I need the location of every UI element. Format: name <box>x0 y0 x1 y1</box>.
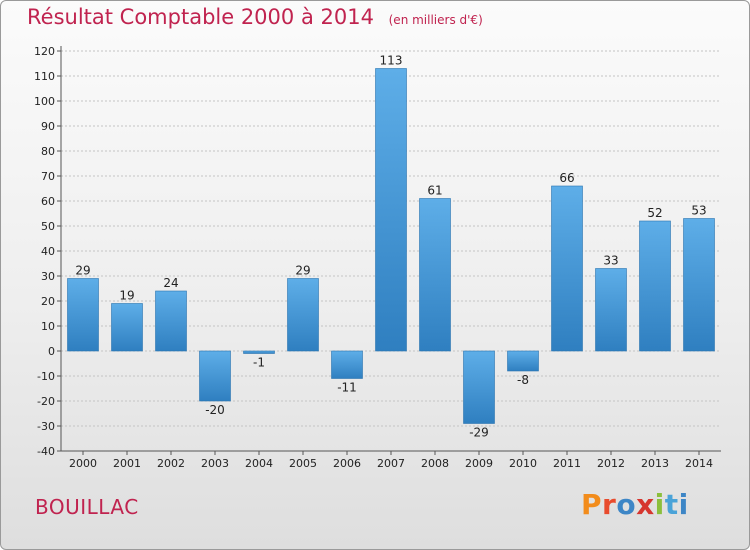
logo-letter: i <box>678 488 689 521</box>
data-label: 24 <box>163 276 178 290</box>
bar <box>375 68 407 352</box>
bar <box>507 350 539 372</box>
y-tick-label: 10 <box>41 320 55 333</box>
y-tick-label: 70 <box>41 170 55 183</box>
data-label: 66 <box>559 171 574 185</box>
data-label: -11 <box>337 381 357 395</box>
x-tick-label: 2014 <box>685 457 713 470</box>
data-labels: 29 19 24 -20 -1 29 -11 113 61 -29 -8 66 33 52 53 <box>75 54 706 440</box>
bar <box>463 350 495 424</box>
x-tick-label: 2001 <box>113 457 141 470</box>
y-tick-label: 30 <box>41 270 55 283</box>
data-label: 53 <box>691 204 706 218</box>
bar <box>243 350 275 354</box>
bar <box>199 350 231 402</box>
x-tick-label: 2004 <box>245 457 273 470</box>
bar <box>551 185 583 352</box>
x-tick-label: 2010 <box>509 457 537 470</box>
data-label: 52 <box>647 206 662 220</box>
logo-letter: o <box>616 488 637 521</box>
logo-letter: i <box>654 488 665 521</box>
axes: -40 -30 -20 -10 0 10 20 30 40 50 60 70 80 90 100 110 120… <box>34 45 721 470</box>
x-tick-label: 2007 <box>377 457 405 470</box>
data-label: 61 <box>427 184 442 198</box>
logo-letter: x <box>636 488 655 521</box>
y-tick-label: -40 <box>37 445 55 458</box>
y-tick-label: 120 <box>34 45 55 58</box>
data-label: 33 <box>603 254 618 268</box>
x-tick-label: 2011 <box>553 457 581 470</box>
chart-subtitle: (en milliers d'€) <box>388 13 483 27</box>
data-label: 19 <box>119 289 134 303</box>
y-tick-label: 40 <box>41 245 55 258</box>
x-tick-label: 2002 <box>157 457 185 470</box>
bar <box>683 218 715 352</box>
bar <box>331 350 363 379</box>
y-tick-label: 60 <box>41 195 55 208</box>
commune-name: BOUILLAC <box>35 495 139 519</box>
chart-title: Résultat Comptable 2000 à 2014 (en milli… <box>27 5 483 29</box>
data-label: 29 <box>75 264 90 278</box>
bar <box>155 290 187 352</box>
data-label: 113 <box>380 54 403 68</box>
y-tick-label: -10 <box>37 370 55 383</box>
bar <box>595 268 627 352</box>
bar <box>419 198 451 352</box>
bar <box>111 303 143 352</box>
y-tick-label: 90 <box>41 120 55 133</box>
y-tick-label: 100 <box>34 95 55 108</box>
x-tick-label: 2012 <box>597 457 625 470</box>
x-tick-label: 2005 <box>289 457 317 470</box>
bar <box>287 278 319 352</box>
y-tick-label: 0 <box>48 345 55 358</box>
x-tick-label: 2006 <box>333 457 361 470</box>
y-tick-label: 50 <box>41 220 55 233</box>
y-tick-label: -30 <box>37 420 55 433</box>
data-label: -29 <box>469 426 489 440</box>
x-tick-label: 2000 <box>69 457 97 470</box>
y-tick-label: -20 <box>37 395 55 408</box>
bars <box>67 68 715 424</box>
data-label: -8 <box>517 373 529 387</box>
bar <box>639 220 671 352</box>
x-tick-label: 2009 <box>465 457 493 470</box>
y-tick-label: 80 <box>41 145 55 158</box>
y-tick-label: 20 <box>41 295 55 308</box>
y-tick-label: 110 <box>34 70 55 83</box>
logo-letter: P <box>581 488 603 521</box>
logo-letter: r <box>602 488 617 521</box>
x-tick-label: 2003 <box>201 457 229 470</box>
data-label: -1 <box>253 356 265 370</box>
data-label: -20 <box>205 403 225 417</box>
logo-letter: t <box>664 488 679 521</box>
chart-title-text: Résultat Comptable 2000 à 2014 <box>27 5 374 29</box>
bar <box>67 278 99 352</box>
data-label: 29 <box>295 264 310 278</box>
proxiti-logo: Proxiti <box>581 488 689 521</box>
x-tick-label: 2008 <box>421 457 449 470</box>
x-tick-label: 2013 <box>641 457 669 470</box>
